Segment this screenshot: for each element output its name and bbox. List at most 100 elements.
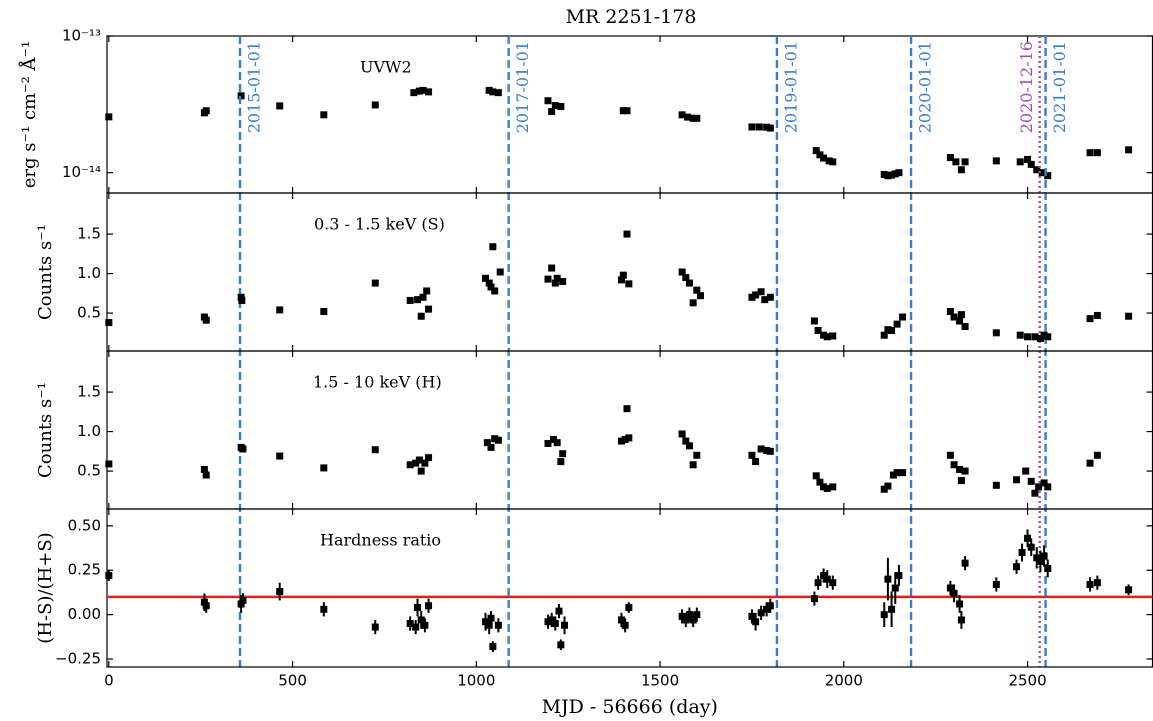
x-tick-label: 2000 [825, 672, 863, 690]
data-point [1027, 160, 1035, 168]
data-point [548, 108, 556, 116]
data-point [489, 88, 497, 96]
data-point [200, 466, 208, 473]
data-point [1036, 557, 1044, 565]
data-point [1040, 479, 1048, 487]
data-point [623, 230, 631, 238]
data-point [425, 454, 433, 462]
data-point [946, 308, 954, 315]
data-point [950, 589, 958, 597]
data-point [494, 436, 502, 444]
date-label: 2021-01-01 [1050, 41, 1069, 133]
data-point [820, 331, 828, 339]
y-tick-label: 0.5 [77, 304, 101, 322]
data-point [1125, 312, 1133, 320]
data-point [678, 430, 686, 438]
data-point [820, 572, 828, 580]
data-point [1027, 543, 1035, 551]
data-point [415, 87, 423, 95]
data-point [961, 323, 969, 331]
data-point [693, 611, 701, 619]
data-point [823, 575, 831, 583]
data-point [829, 483, 837, 491]
data-point [1013, 476, 1021, 484]
data-point [1022, 467, 1030, 475]
data-point [689, 299, 697, 307]
data-point [748, 123, 756, 131]
data-point [482, 618, 490, 626]
data-point [557, 458, 565, 466]
data-point [957, 616, 965, 624]
data-point [946, 584, 954, 592]
data-point [237, 600, 245, 608]
data-point [1024, 534, 1032, 542]
data-point [423, 287, 431, 295]
panel-frame [106, 35, 1153, 194]
date-label: 2019-01-01 [781, 41, 800, 133]
data-point [1086, 149, 1094, 157]
data-point [685, 279, 693, 287]
data-point [696, 292, 704, 300]
data-point [888, 171, 896, 179]
x-axis-label: MJD - 56666 (day) [542, 696, 718, 718]
data-point [1093, 579, 1101, 587]
data-point [823, 333, 831, 341]
data-point [320, 308, 328, 315]
date-label: 2015-01-01 [245, 41, 264, 133]
data-point [412, 459, 420, 467]
data-point [1016, 158, 1024, 166]
data-point [561, 621, 569, 629]
data-point [1093, 149, 1101, 157]
data-point [553, 439, 561, 447]
data-point [748, 612, 756, 620]
data-point [1044, 333, 1052, 341]
data-point [625, 604, 633, 612]
y-tick-label: 1.0 [77, 264, 101, 282]
data-point [544, 439, 552, 447]
date-label: 2017-01-01 [513, 41, 532, 133]
data-point [548, 616, 556, 624]
data-point [816, 478, 824, 486]
data-point [884, 482, 892, 490]
data-point [1033, 554, 1041, 562]
y-tick-label: 1.5 [77, 225, 101, 243]
data-point [239, 445, 247, 453]
data-point [551, 102, 559, 110]
data-point [685, 611, 693, 619]
data-point [961, 559, 969, 567]
data-point [992, 157, 1000, 165]
data-point [415, 456, 423, 464]
data-point [766, 293, 774, 301]
data-point [1031, 489, 1039, 497]
data-point [825, 157, 833, 165]
y-axis-label: (H-S)/(H+S) [35, 532, 56, 643]
data-point [1024, 155, 1032, 163]
data-point [957, 477, 965, 485]
data-point [1125, 586, 1133, 594]
data-point [820, 154, 828, 162]
x-tick-label: 1500 [641, 672, 679, 690]
data-point [1013, 563, 1021, 571]
data-point [487, 614, 495, 622]
data-point [689, 114, 697, 122]
data-point [1044, 483, 1052, 491]
data-point [946, 451, 954, 459]
data-point [810, 595, 818, 603]
data-point [421, 459, 429, 467]
x-tick-label: 500 [278, 672, 307, 690]
data-point [417, 467, 425, 475]
panel-frame [106, 192, 1153, 352]
data-point [693, 451, 701, 459]
data-point [1036, 334, 1044, 342]
data-point [693, 286, 701, 294]
data-point [619, 271, 627, 279]
data-point [621, 435, 629, 443]
data-point [766, 124, 774, 132]
data-point [1086, 315, 1094, 323]
data-point [489, 643, 497, 651]
data-point [276, 588, 284, 596]
data-point [1024, 333, 1032, 341]
x-tick-label: 1000 [457, 672, 495, 690]
data-point [1018, 548, 1026, 556]
